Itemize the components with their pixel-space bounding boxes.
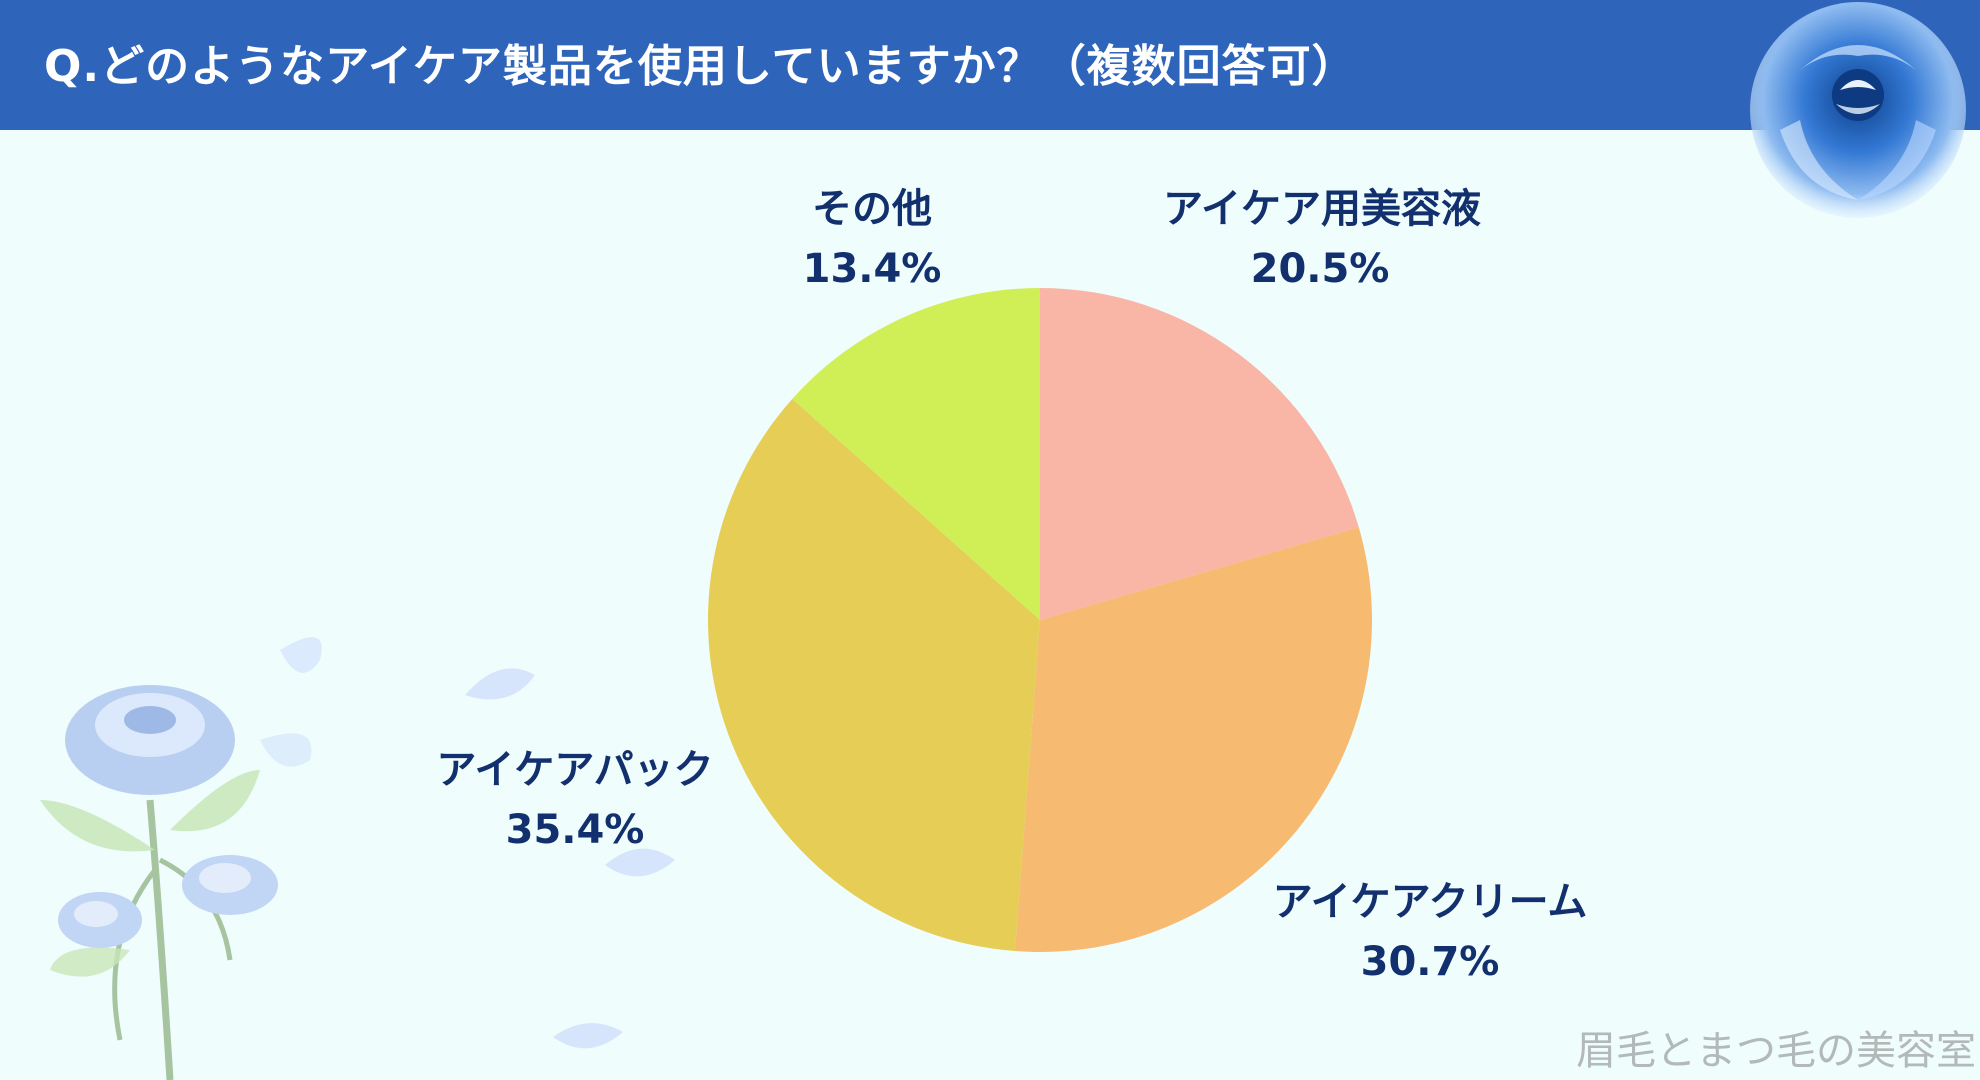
pie-slice-0 [1040,288,1359,620]
slice-label-name: アイケアクリーム [1273,879,1588,925]
rose-bouquet-decoration-icon [40,637,322,1080]
slice-label-value: 20.5% [1251,246,1390,292]
watermark-text: 眉毛とまつ毛の美容室 [1576,1028,1976,1074]
pie-slice-2 [708,398,1040,952]
page-title: Q.どのようなアイケア製品を使用していますか？（複数回答可） [44,41,1357,92]
slice-label-name: アイケアパック [436,747,713,793]
rose-decoration-icon [1750,2,1966,218]
pie-slice-3 [792,288,1040,620]
slice-label-value: 35.4% [506,807,645,853]
petal-decoration-icon [465,668,535,700]
petal-decoration-icon [553,1023,623,1049]
slice-label-name: その他 [812,186,932,232]
slice-label-value: 30.7% [1361,939,1500,985]
slice-label-name: アイケア用美容液 [1163,186,1481,232]
slice-label-value: 13.4% [803,246,942,292]
petal-decoration-icon [605,848,675,877]
header-bar: Q.どのようなアイケア製品を使用していますか？（複数回答可） [0,0,1980,130]
pie-slice-1 [1014,527,1372,952]
